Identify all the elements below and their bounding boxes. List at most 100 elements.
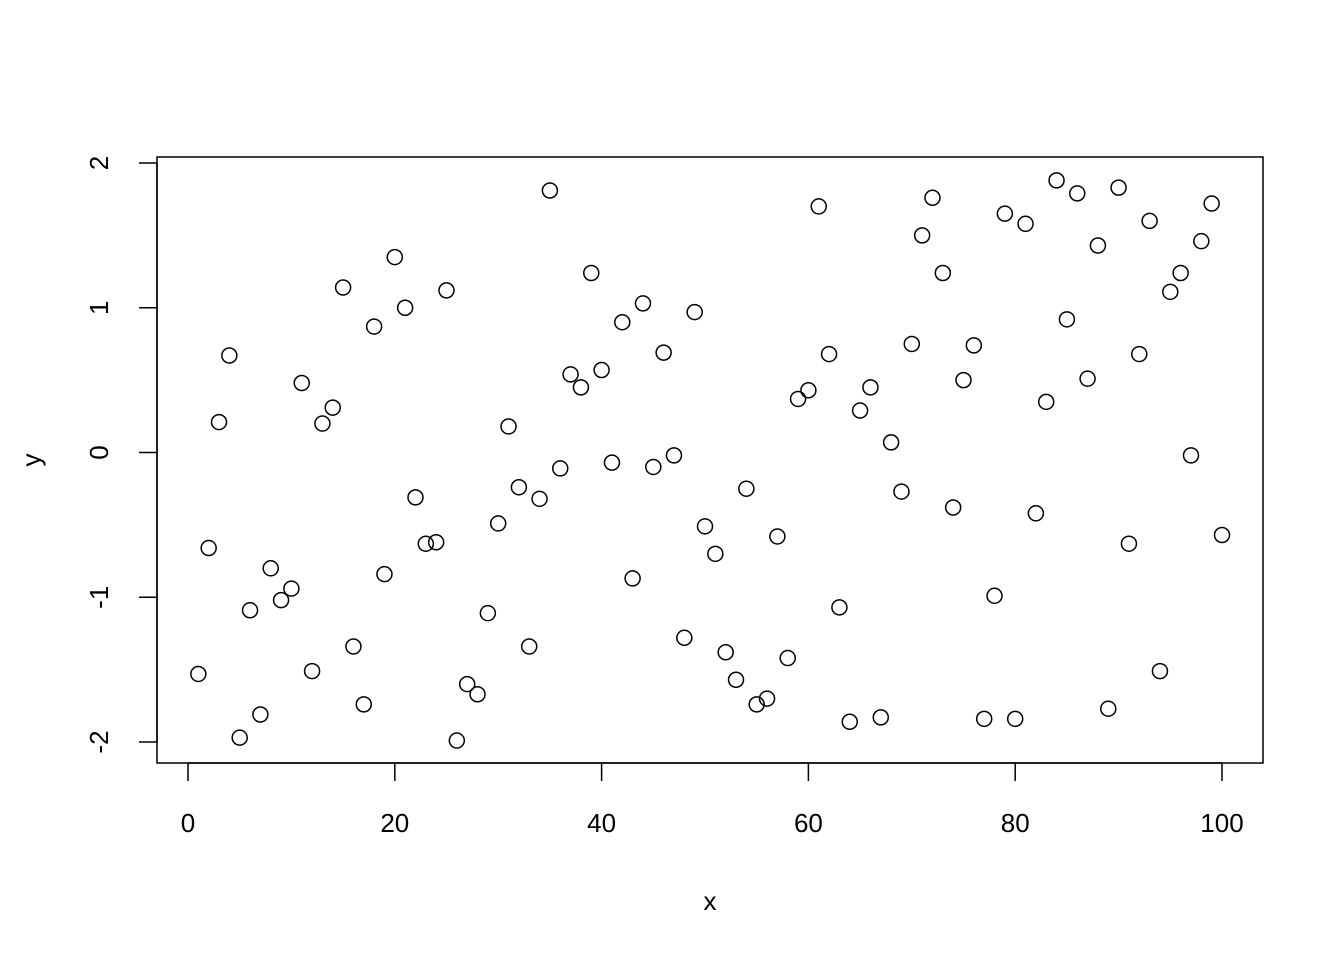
data-point [645, 458, 662, 476]
data-point [593, 361, 610, 379]
data-point [655, 344, 672, 361]
y-axis: -2 -1 0 1 2 [84, 156, 158, 754]
data-point [417, 535, 435, 552]
data-point [758, 690, 776, 707]
y-tick-label: 0 [84, 445, 114, 459]
data-point [231, 729, 248, 746]
data-point [727, 671, 745, 689]
data-point [1193, 232, 1210, 250]
data-point [283, 580, 300, 597]
data-point [355, 696, 373, 713]
data-point [634, 295, 652, 312]
data-point [779, 649, 796, 667]
data-point [1120, 535, 1138, 552]
data-point [448, 732, 466, 749]
data-point [614, 313, 631, 331]
data-point [769, 528, 786, 545]
data-point [1141, 212, 1158, 230]
data-point [386, 248, 404, 266]
data-point [882, 434, 900, 451]
data-point [676, 629, 693, 647]
y-axis-label: y [16, 454, 46, 467]
data-point [1079, 370, 1096, 387]
data-point [996, 205, 1014, 222]
data-point [1151, 662, 1169, 680]
data-point [200, 539, 217, 557]
data-point [841, 713, 859, 730]
data-point [531, 490, 548, 508]
data-point [800, 382, 817, 399]
data-point [1037, 393, 1055, 411]
x-tick-label: 20 [380, 808, 409, 838]
data-point [583, 264, 600, 282]
data-point [707, 545, 724, 563]
data-point [944, 499, 962, 516]
data-point [562, 366, 579, 383]
data-point [190, 665, 207, 683]
data-point [314, 415, 331, 432]
data-point [810, 198, 827, 215]
data-point [438, 282, 455, 299]
data-point [262, 560, 279, 577]
data-point [500, 418, 517, 435]
data-point [624, 570, 641, 587]
data-point [541, 182, 559, 199]
data-point [376, 565, 393, 583]
data-point [510, 478, 528, 496]
data-point [831, 599, 848, 616]
data-points [190, 172, 1231, 749]
x-tick-label: 100 [1200, 808, 1243, 838]
data-point [1006, 710, 1024, 728]
data-point [252, 706, 269, 723]
data-point [872, 709, 890, 726]
data-point [1017, 215, 1034, 233]
data-point [1182, 447, 1200, 464]
data-point [1203, 195, 1220, 212]
data-point [365, 318, 383, 335]
data-point [324, 399, 342, 416]
data-point [1027, 505, 1045, 522]
data-point [520, 638, 538, 655]
data-point [1213, 526, 1231, 544]
data-point [1100, 700, 1117, 717]
data-point [427, 533, 445, 551]
x-tick-label: 0 [181, 808, 195, 838]
data-point [551, 460, 569, 477]
data-point [1172, 264, 1189, 282]
x-axis: 0 20 40 60 80 100 [181, 762, 1244, 838]
data-point [1110, 179, 1127, 196]
data-point [334, 279, 352, 296]
data-point [1089, 237, 1107, 254]
data-point [851, 402, 869, 419]
x-axis-label: x [704, 886, 717, 916]
data-point [686, 303, 703, 321]
data-point [1058, 311, 1076, 328]
data-point [1068, 185, 1086, 202]
data-point [1131, 345, 1148, 363]
data-point [965, 337, 983, 354]
data-point [696, 518, 714, 535]
data-point [986, 587, 1003, 605]
plot-frame [156, 156, 1264, 764]
x-tick-label: 40 [587, 808, 616, 838]
data-point [303, 662, 321, 680]
data-point [272, 591, 290, 609]
y-tick-label: 2 [84, 156, 114, 170]
data-point [603, 454, 621, 471]
data-point [479, 604, 497, 622]
data-point [738, 480, 755, 497]
data-point [1048, 172, 1065, 189]
data-point [955, 371, 972, 389]
data-point [789, 390, 807, 408]
y-tick-label: -2 [84, 730, 114, 753]
data-point [903, 335, 921, 353]
data-point [924, 189, 941, 206]
data-point [572, 379, 590, 396]
data-point [210, 413, 228, 431]
y-tick-label: -1 [84, 586, 114, 609]
data-point [665, 447, 683, 464]
data-point [748, 696, 765, 713]
y-tick-label: 1 [84, 301, 114, 315]
data-point [396, 299, 414, 316]
